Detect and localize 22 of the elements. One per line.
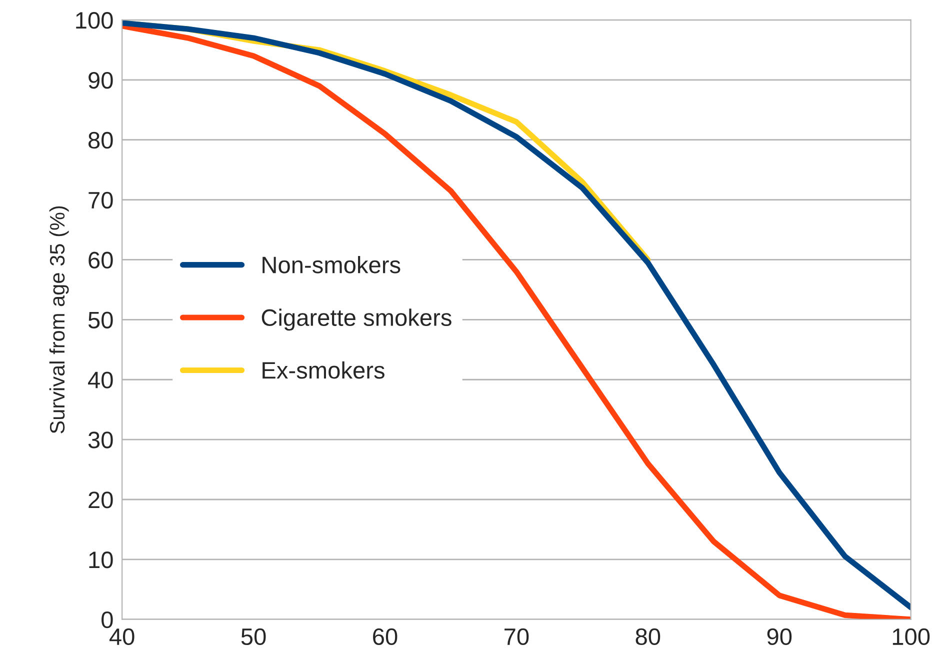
y-tick-label: 30 [88,432,113,448]
y-tick-label: 10 [89,552,113,568]
y-tick-label: 40 [88,372,113,388]
legend-label: Cigarette smokers [262,308,452,331]
y-tick-label: 70 [88,192,113,209]
x-tick-label: 40 [109,628,134,646]
legend-label: Non-smokers [262,256,400,274]
y-axis-title: Survival from age 35 (%) [49,206,69,434]
y-tick-label: 0 [102,611,113,628]
x-tick-label: 70 [504,628,529,646]
y-tick-label: 100 [76,12,113,29]
y-tick-label: 60 [88,252,113,269]
legend-label: Ex-smokers [262,361,384,379]
x-tick-label: 60 [373,628,398,646]
y-tick-label: 50 [88,312,113,328]
y-tick-label: 90 [88,72,113,89]
x-tick-label: 100 [892,628,930,646]
y-tick-label: 80 [88,132,113,149]
x-tick-label: 90 [767,628,792,646]
x-tick-label: 80 [636,628,660,646]
x-tick-label: 50 [241,628,266,646]
y-tick-label: 20 [88,492,113,508]
